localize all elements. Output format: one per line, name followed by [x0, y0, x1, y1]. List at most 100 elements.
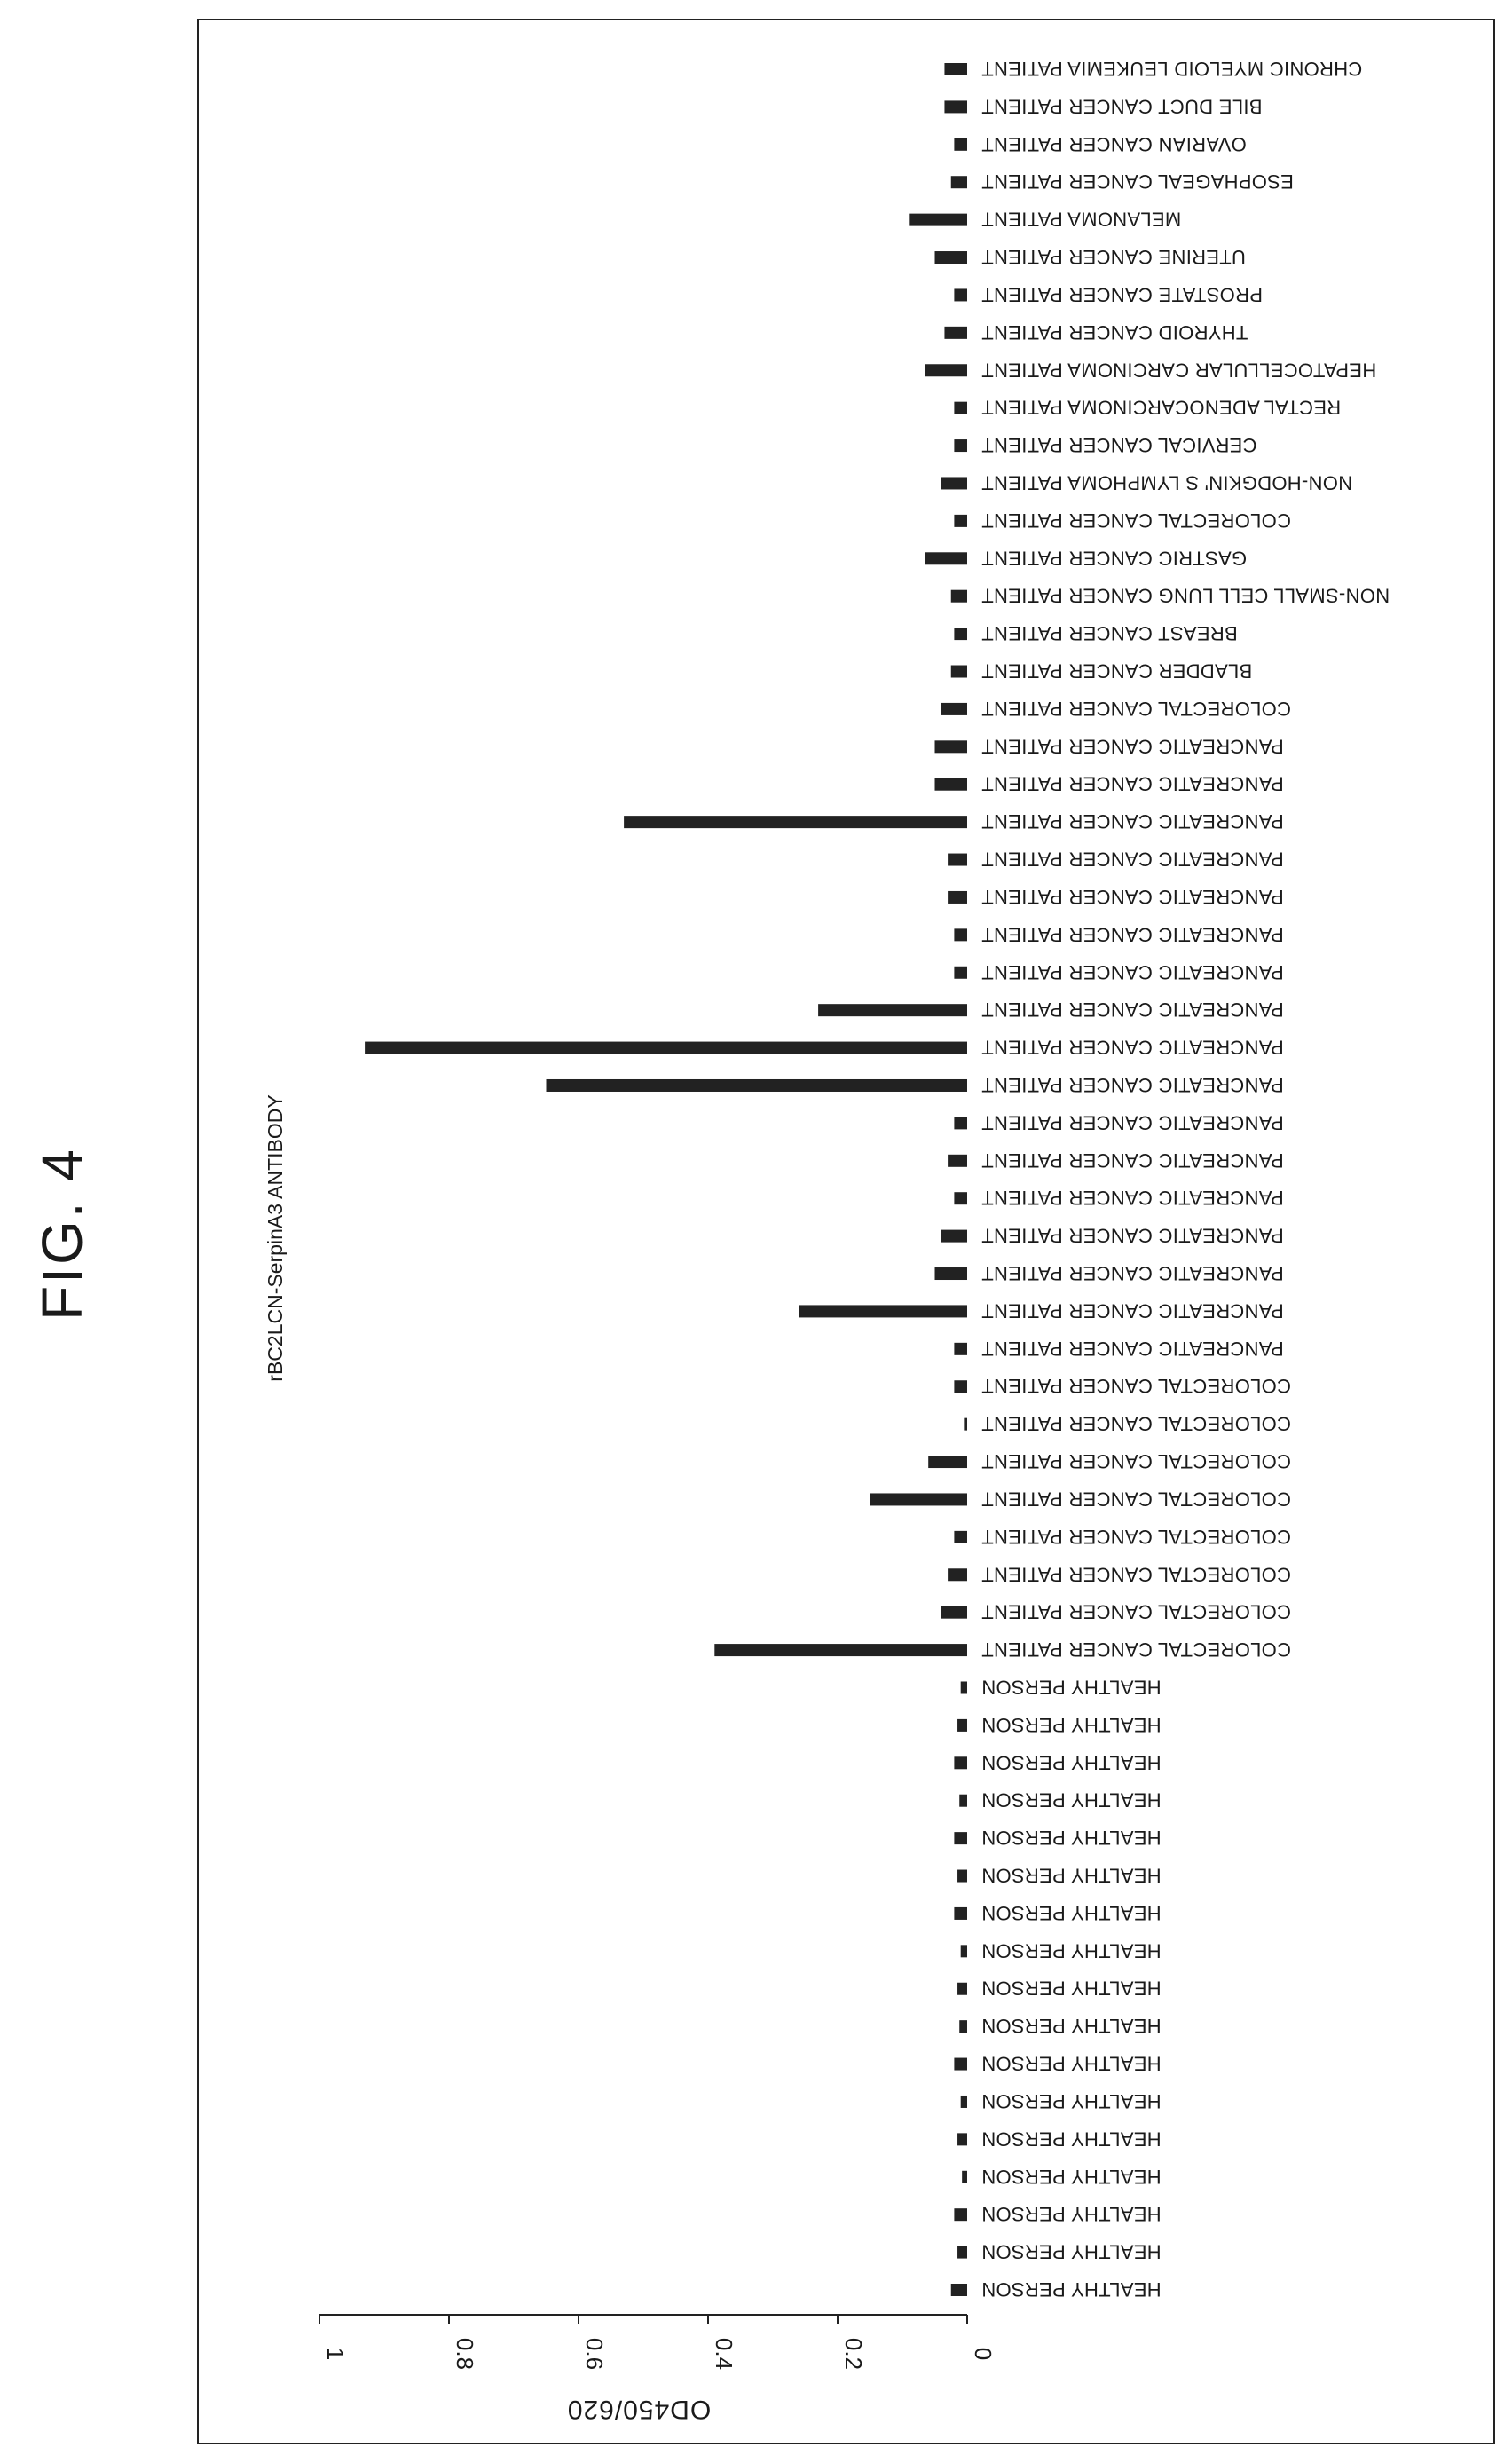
- bar: [957, 1718, 967, 1732]
- bar: [950, 665, 967, 678]
- bar: [964, 1417, 967, 1431]
- category-label: COLORECTAL CANCER PATIENT: [981, 1375, 1291, 1397]
- category-label: BILE DUCT CANCER PATIENT: [981, 95, 1262, 117]
- category-label: HEALTHY PERSON: [981, 1865, 1162, 1887]
- bar: [934, 778, 967, 791]
- bar: [954, 288, 967, 302]
- bar: [934, 740, 967, 754]
- bar: [954, 138, 967, 151]
- bar: [954, 514, 967, 527]
- category-label: GASTRIC CANCER PATIENT: [981, 547, 1247, 569]
- bar: [960, 1945, 967, 1958]
- category-label: PANCREATIC CANCER PATIENT: [981, 810, 1284, 833]
- category-label: PANCREATIC CANCER PATIENT: [981, 886, 1284, 908]
- category-label: COLORECTAL CANCER PATIENT: [981, 1563, 1291, 1585]
- category-label: HEALTHY PERSON: [981, 1939, 1162, 1962]
- category-label: COLORECTAL CANCER PATIENT: [981, 1413, 1291, 1435]
- category-label: PANCREATIC CANCER PATIENT: [981, 1037, 1284, 1059]
- bar: [960, 2095, 967, 2108]
- bar: [954, 1906, 967, 1920]
- bar: [365, 1041, 968, 1054]
- category-label: PROSTATE CANCER PATIENT: [981, 283, 1263, 305]
- bar: [944, 326, 967, 339]
- bar: [941, 1606, 967, 1619]
- category-label: COLORECTAL CANCER PATIENT: [981, 1488, 1291, 1510]
- bar: [959, 1794, 967, 1807]
- category-label: PANCREATIC CANCER PATIENT: [981, 1262, 1284, 1284]
- category-label: CERVICAL CANCER PATIENT: [981, 434, 1256, 456]
- y-tick-label: 1: [322, 2348, 349, 2360]
- category-label: BREAST CANCER PATIENT: [981, 622, 1238, 644]
- category-label: THYROID CANCER PATIENT: [981, 321, 1248, 343]
- bar: [954, 2057, 967, 2071]
- category-label: PANCREATIC CANCER PATIENT: [981, 1074, 1284, 1096]
- bar: [546, 1078, 967, 1092]
- category-label: HEALTHY PERSON: [981, 1751, 1162, 1773]
- bar: [934, 251, 967, 264]
- category-label: HEALTHY PERSON: [981, 1676, 1162, 1698]
- figure-frame: [197, 19, 1495, 2444]
- category-label: COLORECTAL CANCER PATIENT: [981, 1601, 1291, 1623]
- bar: [950, 2284, 967, 2296]
- category-label: HEALTHY PERSON: [981, 2166, 1162, 2188]
- category-label: PANCREATIC CANCER PATIENT: [981, 849, 1284, 871]
- bar: [954, 1380, 967, 1393]
- category-label: HEALTHY PERSON: [981, 2241, 1162, 2263]
- bar: [941, 702, 967, 715]
- category-label: HEALTHY PERSON: [981, 1714, 1162, 1736]
- category-label: HEALTHY PERSON: [981, 2090, 1162, 2112]
- category-label: PANCREATIC CANCER PATIENT: [981, 1225, 1284, 1247]
- bar: [957, 2246, 967, 2259]
- category-label: HEALTHY PERSON: [981, 1827, 1162, 1849]
- category-label: HEALTHY PERSON: [981, 1902, 1162, 1924]
- category-label: PANCREATIC CANCER PATIENT: [981, 923, 1284, 945]
- category-label: UTERINE CANCER PATIENT: [981, 246, 1246, 268]
- y-tick-label: 0.2: [840, 2338, 867, 2370]
- category-label: CHRONIC MYELOID LEUKEMIA PATIENT: [981, 58, 1362, 80]
- figure-label: FIG. 4: [30, 1147, 94, 1321]
- category-label: NON-HODGKIN' S LYMPHOMA PATIENT: [981, 471, 1352, 493]
- bar: [948, 890, 967, 904]
- category-label: HEALTHY PERSON: [981, 1978, 1162, 2000]
- y-tick-label: 0.6: [581, 2338, 608, 2370]
- bar: [954, 439, 967, 453]
- bar: [954, 966, 967, 979]
- bar: [624, 816, 967, 829]
- category-label: PANCREATIC CANCER PATIENT: [981, 1149, 1284, 1172]
- bar: [954, 1832, 967, 1845]
- category-label: HEALTHY PERSON: [981, 2053, 1162, 2075]
- category-label: HEALTHY PERSON: [981, 2278, 1162, 2301]
- category-label: PANCREATIC CANCER PATIENT: [981, 961, 1284, 983]
- bar: [714, 1644, 967, 1657]
- category-label: PANCREATIC CANCER PATIENT: [981, 735, 1284, 757]
- bar: [957, 1982, 967, 1995]
- bar: [948, 1154, 967, 1167]
- category-label: PANCREATIC CANCER PATIENT: [981, 1187, 1284, 1209]
- chart-title: rBC2LCN-SerpinA3 ANTIBODY: [264, 1094, 287, 1381]
- bar: [954, 1756, 967, 1770]
- bar: [954, 928, 967, 942]
- y-tick-label: 0: [970, 2348, 996, 2360]
- category-label: HEALTHY PERSON: [981, 2203, 1162, 2225]
- category-label: PANCREATIC CANCER PATIENT: [981, 999, 1284, 1021]
- category-label: COLORECTAL CANCER PATIENT: [981, 1638, 1291, 1661]
- y-tick-label: 0.8: [452, 2338, 478, 2370]
- bar: [954, 1530, 967, 1543]
- category-label: COLORECTAL CANCER PATIENT: [981, 1450, 1291, 1472]
- y-axis-label: OD450/620: [567, 2395, 711, 2424]
- category-label: PANCREATIC CANCER PATIENT: [981, 1111, 1284, 1133]
- category-label: ESOPHAGEAL CANCER PATIENT: [981, 170, 1294, 193]
- bars: [365, 63, 968, 2296]
- category-labels: HEALTHY PERSON HEALTHY PERSON HEALTHY PERS…: [981, 58, 1390, 2301]
- bar: [950, 176, 967, 189]
- bar: [799, 1305, 967, 1318]
- bar: [909, 213, 967, 226]
- bar: [948, 853, 967, 866]
- bar: [954, 1192, 967, 1205]
- bar: [818, 1004, 967, 1017]
- bar: [957, 2133, 967, 2146]
- category-label: OVARIAN CANCER PATIENT: [981, 133, 1247, 155]
- category-label: COLORECTAL CANCER PATIENT: [981, 698, 1291, 720]
- category-label: RECTAL ADENOCARCINOMA PATIENT: [981, 397, 1341, 419]
